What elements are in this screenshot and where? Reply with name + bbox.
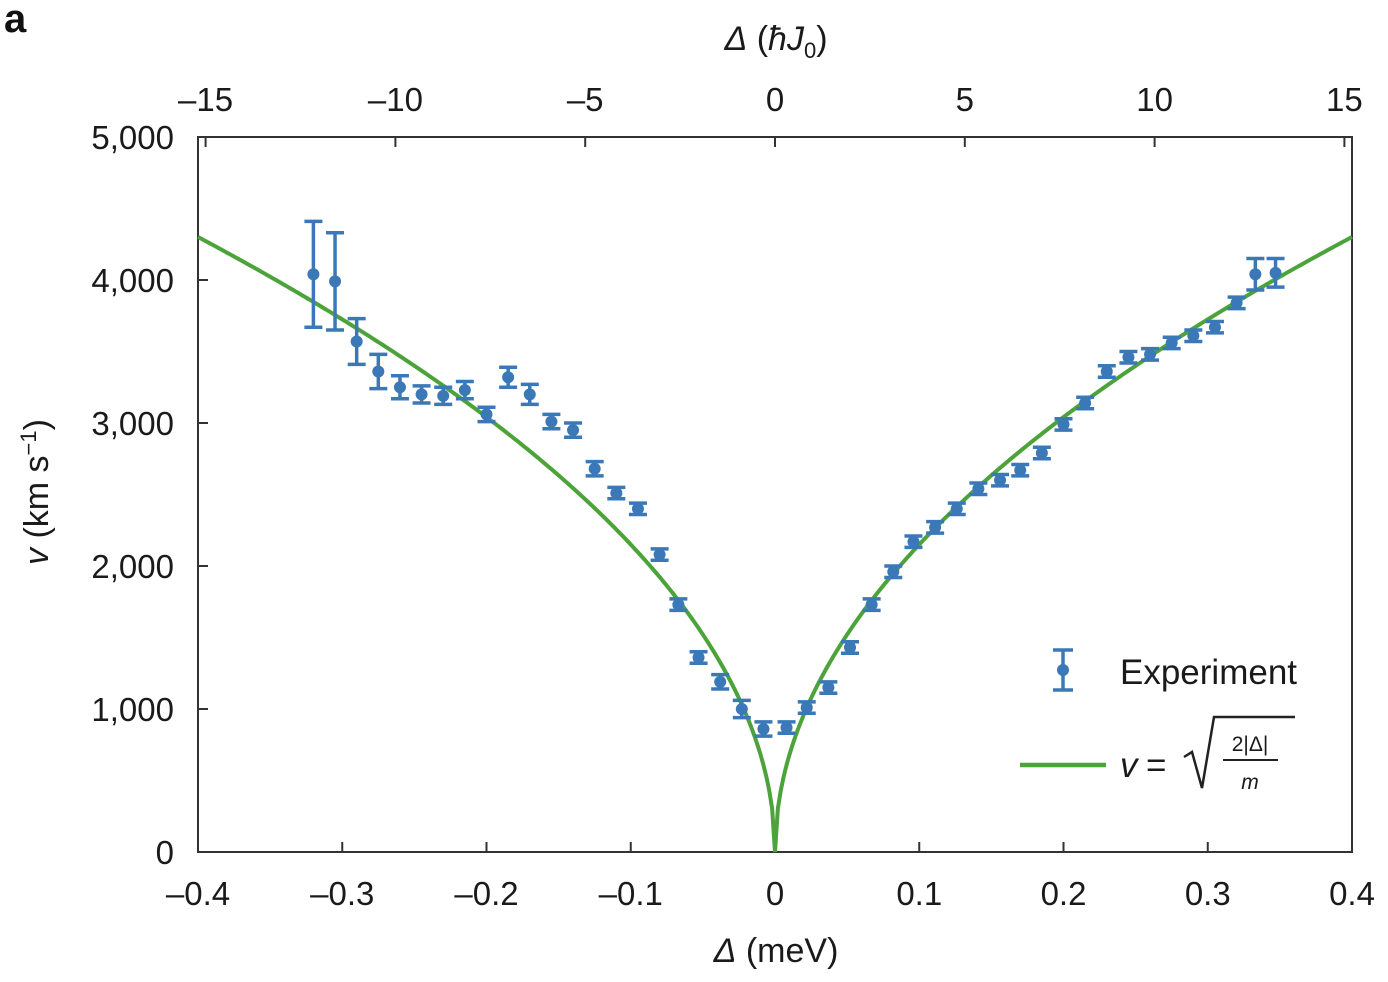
x2-tick-label: –5 bbox=[567, 81, 604, 118]
data-point bbox=[777, 720, 796, 736]
fit-curve bbox=[197, 235, 1353, 853]
data-point bbox=[499, 365, 518, 389]
data-point bbox=[969, 481, 988, 497]
x-axis-title: Δ (meV) bbox=[713, 932, 839, 970]
legend: Experiment v = 2|Δ| m bbox=[1020, 648, 1297, 794]
data-point bbox=[862, 597, 881, 613]
plot-frame bbox=[197, 136, 1353, 853]
data-point bbox=[1141, 346, 1160, 362]
legend-fit-v: v bbox=[1120, 746, 1140, 785]
data-point bbox=[455, 379, 474, 401]
sqrt-radical-icon bbox=[1183, 715, 1295, 789]
y-tick-label: 1,000 bbox=[91, 691, 174, 728]
legend-experiment-label: Experiment bbox=[1120, 653, 1297, 692]
data-point bbox=[991, 472, 1010, 488]
data-point bbox=[926, 519, 945, 535]
x-tick-label: 0.3 bbox=[1185, 875, 1231, 912]
data-point bbox=[1011, 462, 1030, 478]
x-tick-label: 0 bbox=[766, 875, 784, 912]
data-point bbox=[1184, 328, 1203, 344]
legend-fit-denominator: m bbox=[1241, 771, 1259, 794]
data-point bbox=[1076, 395, 1095, 411]
data-point bbox=[689, 650, 708, 665]
data-point bbox=[1119, 349, 1138, 365]
top-axis-title: Δ (ħJ0) bbox=[723, 20, 827, 63]
data-point bbox=[1246, 256, 1265, 292]
data-point bbox=[711, 672, 730, 691]
x2-tick-label: 10 bbox=[1136, 81, 1173, 118]
data-point bbox=[304, 219, 323, 329]
data-point bbox=[390, 374, 409, 401]
x-tick-label: –0.4 bbox=[166, 875, 230, 912]
data-point bbox=[326, 231, 345, 332]
data-point bbox=[841, 640, 860, 655]
legend-fit-equals: = bbox=[1146, 746, 1166, 785]
data-point bbox=[669, 597, 688, 613]
x2-tick-label: 5 bbox=[956, 81, 974, 118]
y-tick-label: 2,000 bbox=[91, 548, 174, 585]
data-point bbox=[732, 698, 751, 720]
y-axis-ticks: 0 1,000 2,000 3,000 4,000 5,000 bbox=[91, 119, 208, 871]
x-tick-label: 0.2 bbox=[1041, 875, 1087, 912]
data-point bbox=[434, 385, 453, 407]
legend-fit-numerator: 2|Δ| bbox=[1232, 733, 1269, 756]
data-point bbox=[585, 459, 604, 478]
y-tick-label: 0 bbox=[156, 834, 174, 871]
x2-tick-label: –15 bbox=[178, 81, 233, 118]
data-point bbox=[947, 501, 966, 517]
data-point bbox=[607, 485, 626, 501]
data-point bbox=[1266, 256, 1285, 289]
experiment-series bbox=[304, 219, 1285, 738]
x2-tick-label: –10 bbox=[368, 81, 423, 118]
x-tick-label: 0.4 bbox=[1329, 875, 1375, 912]
y-axis-title: v (km s−1) bbox=[16, 419, 56, 565]
data-point bbox=[904, 534, 923, 550]
x-tick-label: 0.1 bbox=[896, 875, 942, 912]
svg-text:Δ (meV): Δ (meV) bbox=[713, 932, 839, 970]
data-point bbox=[819, 680, 838, 696]
data-point bbox=[1097, 364, 1116, 379]
data-point bbox=[754, 720, 773, 738]
data-point bbox=[650, 547, 669, 563]
data-point bbox=[520, 382, 539, 407]
data-point bbox=[477, 405, 496, 424]
data-point bbox=[1162, 335, 1181, 351]
svg-text:Δ (ħJ0): Δ (ħJ0) bbox=[723, 20, 827, 63]
data-point bbox=[412, 384, 431, 405]
legend-experiment-marker bbox=[1053, 648, 1073, 692]
x-tick-label: –0.3 bbox=[310, 875, 374, 912]
data-point bbox=[628, 501, 647, 517]
data-point bbox=[1032, 445, 1051, 461]
data-point bbox=[884, 564, 903, 580]
svg-text:v (km s−1): v (km s−1) bbox=[16, 419, 56, 565]
x2-tick-label: 15 bbox=[1326, 81, 1363, 118]
x2-tick-label: 0 bbox=[766, 81, 784, 118]
panel-label: a bbox=[4, 0, 27, 41]
y-tick-label: 4,000 bbox=[91, 262, 174, 299]
x-tick-label: –0.1 bbox=[599, 875, 663, 912]
y-tick-label: 5,000 bbox=[91, 119, 174, 156]
data-point bbox=[1054, 416, 1073, 432]
data-point bbox=[1205, 319, 1224, 335]
data-point bbox=[369, 352, 388, 391]
data-point bbox=[1227, 295, 1246, 311]
data-point bbox=[347, 316, 366, 367]
data-point bbox=[564, 421, 583, 440]
x-tick-label: –0.2 bbox=[454, 875, 518, 912]
data-point bbox=[542, 412, 561, 431]
top-axis-ticks: –15 –10 –5 0 5 10 15 bbox=[178, 81, 1363, 147]
data-point bbox=[797, 700, 816, 716]
y-tick-label: 3,000 bbox=[91, 405, 174, 442]
x-axis-ticks: –0.4 –0.3 –0.2 –0.1 0 0.1 0.2 0.3 0.4 bbox=[166, 842, 1375, 912]
